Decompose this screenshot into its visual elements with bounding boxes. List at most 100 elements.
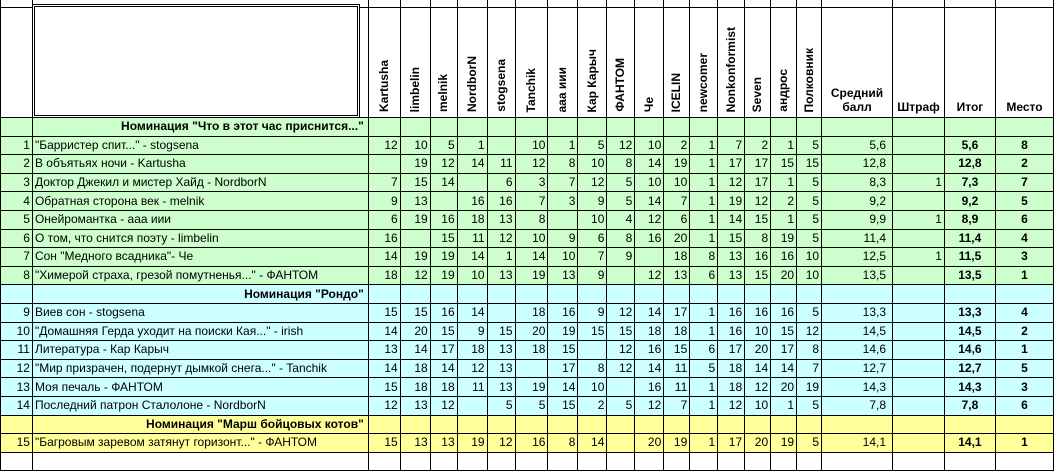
empty-cell[interactable] — [429, 414, 458, 435]
score-cell[interactable]: 10 — [796, 265, 823, 286]
score-cell[interactable]: 15 — [577, 321, 608, 342]
score-cell[interactable]: 19 — [456, 433, 488, 453]
score-cell[interactable]: 15 — [606, 321, 636, 342]
empty-cell[interactable] — [367, 117, 401, 137]
score-cell[interactable]: 5 — [796, 191, 823, 211]
score-cell[interactable]: 9 — [577, 302, 608, 323]
empty-cell[interactable] — [821, 414, 893, 435]
score-cell[interactable]: 19 — [429, 247, 458, 267]
score-cell[interactable] — [399, 228, 431, 249]
work-title[interactable]: Литература - Кар Карыч — [31, 340, 369, 360]
score-cell[interactable]: 15 — [663, 340, 691, 360]
place-header[interactable]: Место — [994, 7, 1054, 118]
work-title[interactable]: Последний патрон Сталолоне - NordborN — [31, 395, 369, 416]
score-cell[interactable]: 8 — [606, 154, 636, 174]
total-header[interactable]: Итог — [943, 7, 996, 118]
empty-cell[interactable] — [486, 414, 516, 435]
score-cell[interactable]: 8 — [796, 340, 823, 360]
place-cell[interactable]: 4 — [994, 228, 1054, 249]
score-cell[interactable]: 3 — [547, 191, 579, 211]
average-cell[interactable]: 13,3 — [821, 302, 893, 323]
empty-cell[interactable] — [770, 0, 798, 8]
empty-cell[interactable] — [514, 414, 549, 435]
score-cell[interactable]: 13 — [486, 377, 516, 397]
score-cell[interactable]: 13 — [399, 395, 431, 416]
empty-cell[interactable] — [663, 414, 691, 435]
average-cell[interactable]: 14,6 — [821, 340, 893, 360]
judge-header[interactable]: Кар Карыч — [577, 7, 608, 118]
average-cell[interactable]: 14,3 — [821, 377, 893, 397]
score-cell[interactable]: 19 — [663, 154, 691, 174]
place-cell[interactable]: 6 — [994, 395, 1054, 416]
score-cell[interactable]: 15 — [744, 209, 772, 230]
empty-cell[interactable] — [456, 451, 488, 471]
score-cell[interactable]: 11 — [456, 228, 488, 249]
score-cell[interactable]: 6 — [663, 209, 691, 230]
total-cell[interactable]: 14,5 — [943, 321, 996, 342]
row-number[interactable]: 12 — [0, 358, 33, 379]
score-cell[interactable]: 14 — [367, 247, 401, 267]
row-number[interactable]: 4 — [0, 191, 33, 211]
score-cell[interactable]: 1 — [689, 302, 719, 323]
place-cell[interactable]: 4 — [994, 302, 1054, 323]
score-cell[interactable]: 15 — [717, 228, 746, 249]
row-number[interactable]: 7 — [0, 247, 33, 267]
total-cell[interactable]: 9,2 — [943, 191, 996, 211]
score-cell[interactable] — [547, 209, 579, 230]
score-cell[interactable]: 14 — [634, 191, 665, 211]
score-cell[interactable]: 11 — [663, 377, 691, 397]
judge-header[interactable]: ICELIN — [663, 7, 691, 118]
empty-cell[interactable] — [717, 0, 746, 8]
score-cell[interactable]: 14 — [456, 302, 488, 323]
score-cell[interactable]: 14 — [367, 321, 401, 342]
score-cell[interactable]: 10 — [547, 247, 579, 267]
total-cell[interactable]: 5,6 — [943, 135, 996, 156]
score-cell[interactable] — [456, 395, 488, 416]
empty-cell[interactable] — [486, 284, 516, 304]
empty-cell[interactable] — [943, 284, 996, 304]
nomination-title[interactable]: Номинация "Марш бойцовых котов" — [31, 414, 369, 435]
penalty-cell[interactable] — [892, 340, 945, 360]
score-cell[interactable]: 13 — [717, 247, 746, 267]
row-number[interactable]: 14 — [0, 395, 33, 416]
score-cell[interactable]: 18 — [456, 340, 488, 360]
judge-header[interactable]: ааа иии — [547, 7, 579, 118]
empty-cell[interactable] — [770, 117, 798, 137]
penalty-cell[interactable] — [892, 358, 945, 379]
score-cell[interactable]: 10 — [634, 172, 665, 193]
score-cell[interactable]: 17 — [663, 302, 691, 323]
empty-cell[interactable] — [547, 117, 579, 137]
score-cell[interactable]: 13 — [486, 340, 516, 360]
score-cell[interactable]: 9 — [606, 247, 636, 267]
score-cell[interactable]: 16 — [514, 433, 549, 453]
total-cell[interactable]: 11,5 — [943, 247, 996, 267]
score-cell[interactable]: 12 — [744, 191, 772, 211]
score-cell[interactable]: 6 — [689, 265, 719, 286]
empty-cell[interactable] — [634, 451, 665, 471]
empty-cell[interactable] — [943, 414, 996, 435]
place-cell[interactable]: 3 — [994, 247, 1054, 267]
score-cell[interactable]: 15 — [770, 154, 798, 174]
penalty-cell[interactable] — [892, 433, 945, 453]
score-cell[interactable]: 12 — [606, 135, 636, 156]
score-cell[interactable]: 16 — [367, 228, 401, 249]
empty-cell[interactable] — [606, 414, 636, 435]
score-cell[interactable]: 5 — [606, 395, 636, 416]
empty-cell[interactable] — [514, 284, 549, 304]
score-cell[interactable]: 10 — [577, 209, 608, 230]
average-cell[interactable]: 14,5 — [821, 321, 893, 342]
empty-cell[interactable] — [689, 117, 719, 137]
score-cell[interactable]: 1 — [486, 247, 516, 267]
empty-cell[interactable] — [892, 451, 945, 471]
empty-cell[interactable] — [606, 284, 636, 304]
score-cell[interactable] — [486, 302, 516, 323]
score-cell[interactable]: 1 — [770, 395, 798, 416]
score-cell[interactable]: 10 — [744, 321, 772, 342]
judge-header[interactable]: NordborN — [456, 7, 488, 118]
score-cell[interactable]: 5 — [606, 191, 636, 211]
score-cell[interactable]: 17 — [547, 358, 579, 379]
score-cell[interactable]: 5 — [577, 135, 608, 156]
score-cell[interactable]: 5 — [796, 135, 823, 156]
score-cell[interactable]: 16 — [770, 302, 798, 323]
empty-cell[interactable] — [770, 451, 798, 471]
